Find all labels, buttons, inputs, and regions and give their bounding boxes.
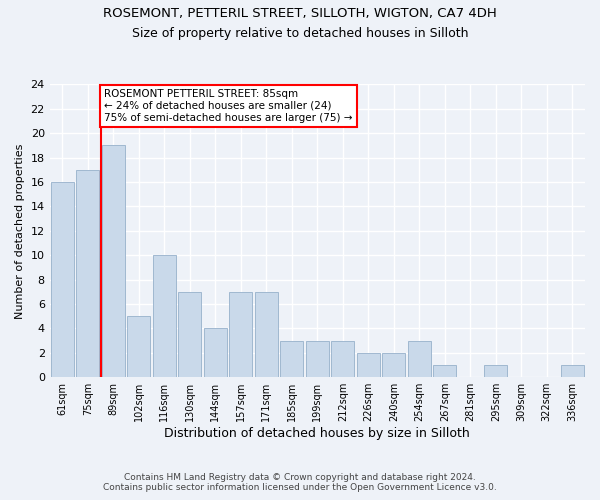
Bar [255, 292, 278, 377]
Bar [433, 365, 456, 377]
Bar [357, 353, 380, 377]
Bar [306, 340, 329, 377]
Text: ROSEMONT, PETTERIL STREET, SILLOTH, WIGTON, CA7 4DH: ROSEMONT, PETTERIL STREET, SILLOTH, WIGT… [103, 8, 497, 20]
Bar [204, 328, 227, 377]
Bar [331, 340, 354, 377]
Text: ROSEMONT PETTERIL STREET: 85sqm
← 24% of detached houses are smaller (24)
75% of: ROSEMONT PETTERIL STREET: 85sqm ← 24% of… [104, 90, 353, 122]
Bar [153, 255, 176, 377]
Bar [76, 170, 100, 377]
Bar [51, 182, 74, 377]
Bar [382, 353, 405, 377]
Y-axis label: Number of detached properties: Number of detached properties [15, 143, 25, 318]
Bar [280, 340, 304, 377]
Text: Size of property relative to detached houses in Silloth: Size of property relative to detached ho… [132, 28, 468, 40]
Bar [127, 316, 151, 377]
Bar [229, 292, 253, 377]
Bar [178, 292, 202, 377]
X-axis label: Distribution of detached houses by size in Silloth: Distribution of detached houses by size … [164, 427, 470, 440]
Bar [408, 340, 431, 377]
Bar [102, 146, 125, 377]
Bar [561, 365, 584, 377]
Text: Contains HM Land Registry data © Crown copyright and database right 2024.
Contai: Contains HM Land Registry data © Crown c… [103, 473, 497, 492]
Bar [484, 365, 507, 377]
